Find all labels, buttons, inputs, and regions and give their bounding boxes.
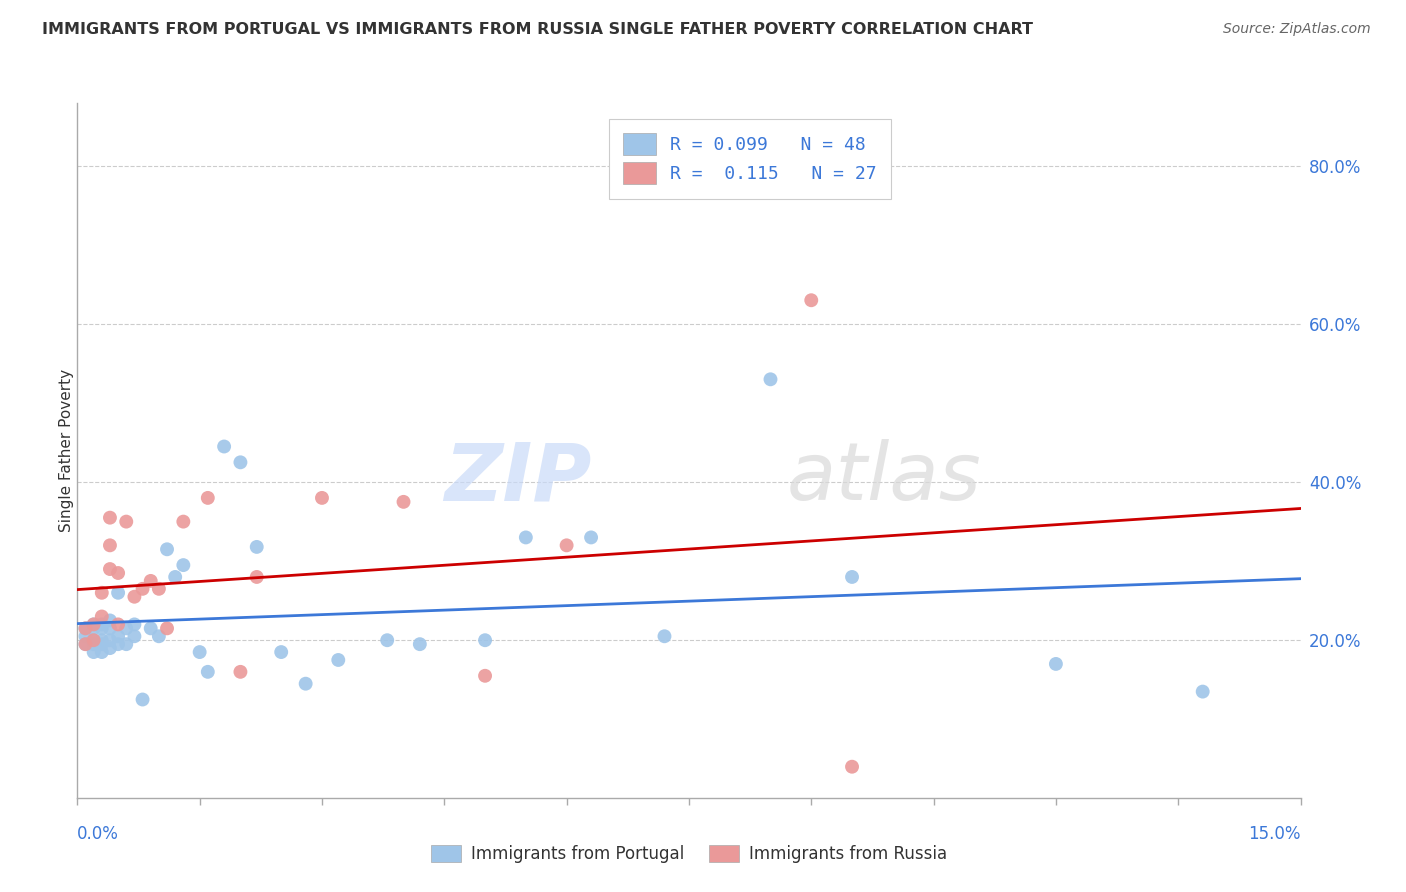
Point	[246, 570, 269, 584]
Point	[98, 562, 121, 576]
Point	[75, 637, 97, 651]
Point	[375, 633, 398, 648]
Point	[474, 633, 496, 648]
Point	[75, 621, 97, 635]
Point	[474, 669, 496, 683]
Point	[107, 586, 129, 600]
Point	[83, 621, 105, 635]
Point	[83, 637, 105, 651]
Point	[148, 629, 170, 643]
Legend: Immigrants from Portugal, Immigrants from Russia: Immigrants from Portugal, Immigrants fro…	[425, 838, 953, 870]
Text: 0.0%: 0.0%	[77, 825, 120, 843]
Point	[139, 621, 162, 635]
Point	[229, 455, 252, 469]
Point	[188, 645, 211, 659]
Point	[115, 637, 138, 651]
Point	[172, 515, 194, 529]
Text: ZIP: ZIP	[444, 439, 591, 517]
Point	[90, 617, 112, 632]
Point	[197, 665, 219, 679]
Point	[131, 692, 153, 706]
Text: atlas: atlas	[787, 439, 981, 517]
Point	[90, 621, 112, 635]
Point	[98, 641, 121, 656]
Point	[75, 629, 97, 643]
Point	[654, 629, 676, 643]
Point	[107, 566, 129, 580]
Point	[139, 574, 162, 588]
Point	[148, 582, 170, 596]
Point	[392, 495, 415, 509]
Point	[107, 617, 129, 632]
Point	[294, 676, 316, 690]
Point	[311, 491, 333, 505]
Point	[83, 617, 105, 632]
Text: IMMIGRANTS FROM PORTUGAL VS IMMIGRANTS FROM RUSSIA SINGLE FATHER POVERTY CORRELA: IMMIGRANTS FROM PORTUGAL VS IMMIGRANTS F…	[42, 22, 1033, 37]
Point	[1045, 657, 1067, 671]
Point	[83, 633, 105, 648]
Point	[197, 491, 219, 505]
Point	[83, 633, 105, 648]
Y-axis label: Single Father Poverty: Single Father Poverty	[59, 369, 73, 532]
Point	[90, 637, 112, 651]
Point	[328, 653, 350, 667]
Point	[515, 530, 537, 544]
Text: Source: ZipAtlas.com: Source: ZipAtlas.com	[1223, 22, 1371, 37]
Point	[229, 665, 252, 679]
Point	[165, 570, 187, 584]
Point	[409, 637, 432, 651]
Point	[107, 637, 129, 651]
Point	[555, 538, 578, 552]
Point	[124, 629, 146, 643]
Point	[172, 558, 194, 573]
Point	[115, 621, 138, 635]
Point	[124, 590, 146, 604]
Point	[75, 621, 97, 635]
Point	[90, 586, 112, 600]
Point	[83, 617, 105, 632]
Point	[90, 633, 112, 648]
Point	[759, 372, 782, 386]
Point	[83, 645, 105, 659]
Point	[98, 621, 121, 635]
Point	[98, 633, 121, 648]
Point	[841, 570, 863, 584]
Point	[90, 645, 112, 659]
Point	[156, 542, 179, 557]
Point	[90, 609, 112, 624]
Point	[98, 538, 121, 552]
Point	[841, 760, 863, 774]
Point	[156, 621, 179, 635]
Point	[1191, 684, 1213, 698]
Text: 15.0%: 15.0%	[1249, 825, 1301, 843]
Point	[246, 540, 269, 554]
Point	[75, 637, 97, 651]
Point	[800, 293, 823, 308]
Point	[270, 645, 292, 659]
Point	[579, 530, 602, 544]
Point	[107, 629, 129, 643]
Point	[124, 617, 146, 632]
Point	[131, 582, 153, 596]
Point	[98, 510, 121, 524]
Point	[98, 614, 121, 628]
Point	[115, 515, 138, 529]
Point	[212, 440, 235, 454]
